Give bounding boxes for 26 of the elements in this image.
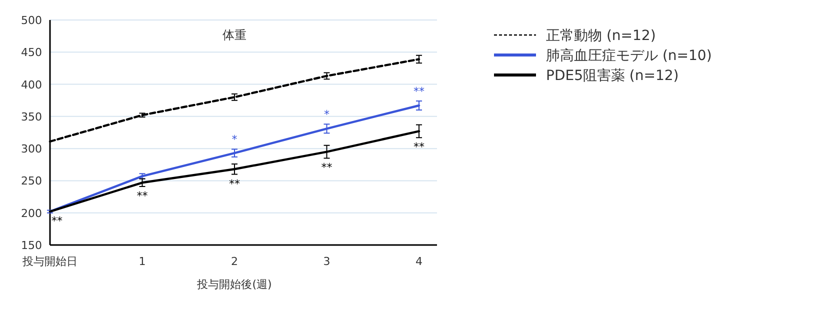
annotation: ** [52,214,63,228]
x-tick-label: 1 [138,255,146,268]
legend-label: 正常動物 (n=12) [546,28,656,44]
x-tick-label: 3 [323,255,330,268]
legend-label: 肺高血圧症モデル (n=10) [546,48,712,64]
annotation: ** [414,140,425,154]
y-tick-label: 450 [21,46,42,60]
annotation: ** [229,177,240,190]
y-tick-label: 150 [21,239,42,252]
x-axis-title: 投与開始後(週) [196,278,272,291]
x-tick-label: 投与開始日 [22,255,78,268]
annotation: ** [414,85,425,98]
y-tick-label: 400 [21,78,42,92]
annotation: * [232,133,238,146]
y-tick-label: 500 [21,14,42,27]
y-tick-label: 300 [21,142,42,156]
x-tick-label: 2 [231,255,238,268]
annotation: ** [321,161,333,174]
annotation: ** [136,190,148,202]
y-tick-label: 250 [21,174,42,188]
x-tick-label: 4 [416,255,422,268]
y-tick-label: 350 [21,110,42,124]
legend-label: PDE5阻害薬 (n=12) [546,68,679,84]
text: 体重 [222,28,246,42]
annotation: * [324,108,330,122]
y-tick-label: 200 [21,206,42,220]
